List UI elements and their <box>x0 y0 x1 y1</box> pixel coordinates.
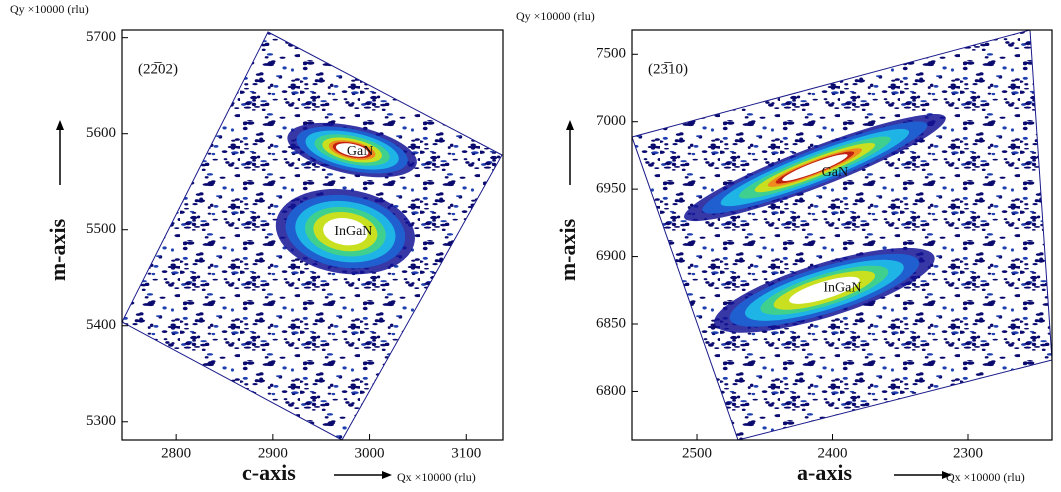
peak <box>287 122 417 178</box>
y-tick-label: 5700 <box>86 29 116 45</box>
x-tick-label: 2500 <box>682 445 712 461</box>
y-axis-title: m-axis <box>45 218 70 281</box>
peak <box>714 247 935 333</box>
peak-center <box>335 143 369 157</box>
y-tick-label: 5500 <box>86 221 116 237</box>
plot-frame <box>631 29 1053 441</box>
y-tick-label: 6850 <box>596 315 626 331</box>
peak-label: GaN <box>347 144 373 159</box>
peak-center <box>782 154 848 181</box>
peak <box>684 114 946 222</box>
peak <box>275 188 415 275</box>
plot-frame <box>121 29 504 441</box>
x-axis-title: a-axis <box>797 460 852 485</box>
y-tick-label: 6950 <box>596 181 626 197</box>
y-tick-label: 6900 <box>596 248 626 264</box>
x-tick-label: 2800 <box>161 445 191 461</box>
peak-label: GaN <box>822 165 848 180</box>
arrow-head <box>56 120 64 130</box>
y-unit-label: Qy ×10000 (rlu) <box>10 2 89 16</box>
plot-area <box>122 31 503 440</box>
annotation: (23̅10) <box>648 61 688 77</box>
peak-center <box>323 217 368 246</box>
x-axis-title: c-axis <box>242 460 296 485</box>
arrow-head <box>382 471 392 479</box>
annotation: (22̅02) <box>138 61 178 77</box>
y-tick-label: 6800 <box>596 383 626 399</box>
y-tick-label: 5300 <box>86 413 116 429</box>
x-unit-label: Qx ×10000 (rlu) <box>946 470 1025 484</box>
y-tick-label: 7500 <box>596 46 626 62</box>
arrow-head <box>566 120 574 130</box>
peak-label: InGaN <box>334 224 372 239</box>
y-tick-label: 5600 <box>86 125 116 141</box>
y-axis-title: m-axis <box>555 218 580 281</box>
arrow-head <box>942 471 952 479</box>
x-tick-label: 3000 <box>355 445 385 461</box>
y-unit-label: Qy ×10000 (rlu) <box>516 9 595 23</box>
peak-label: InGaN <box>823 281 861 296</box>
y-tick-label: 5400 <box>86 317 116 333</box>
peak-center <box>789 276 860 304</box>
x-unit-label: Qx ×10000 (rlu) <box>397 470 476 484</box>
plot-area <box>632 30 1052 440</box>
scan-region <box>632 30 1052 440</box>
x-tick-label: 2300 <box>953 445 983 461</box>
x-tick-label: 3100 <box>451 445 481 461</box>
x-tick-label: 2400 <box>818 445 848 461</box>
x-tick-label: 2900 <box>258 445 288 461</box>
y-tick-label: 7000 <box>596 113 626 129</box>
